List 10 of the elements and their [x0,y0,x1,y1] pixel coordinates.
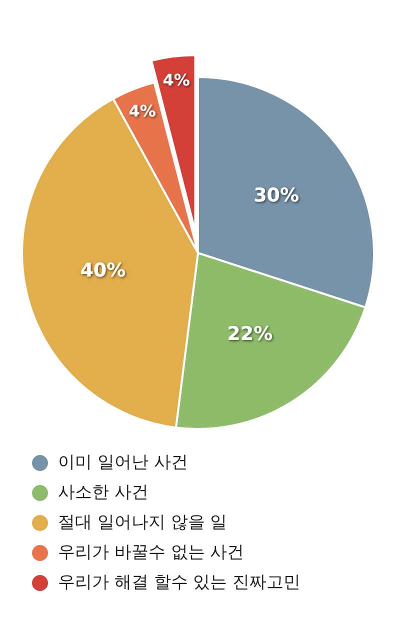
legend-label: 이미 일어난 사건 [58,452,188,473]
legend-label: 우리가 바꿀수 없는 사건 [58,542,244,563]
legend-label: 사소한 사건 [58,482,148,503]
legend-label: 절대 일어나지 않을 일 [58,512,228,533]
legend-label: 우리가 해결 할수 있는 진짜고민 [58,572,301,593]
data-label: 22% [227,322,273,345]
data-label: 30% [254,184,300,206]
data-label: 4% [162,70,190,90]
data-label: 40% [80,259,126,282]
data-label: 4% [128,102,156,121]
